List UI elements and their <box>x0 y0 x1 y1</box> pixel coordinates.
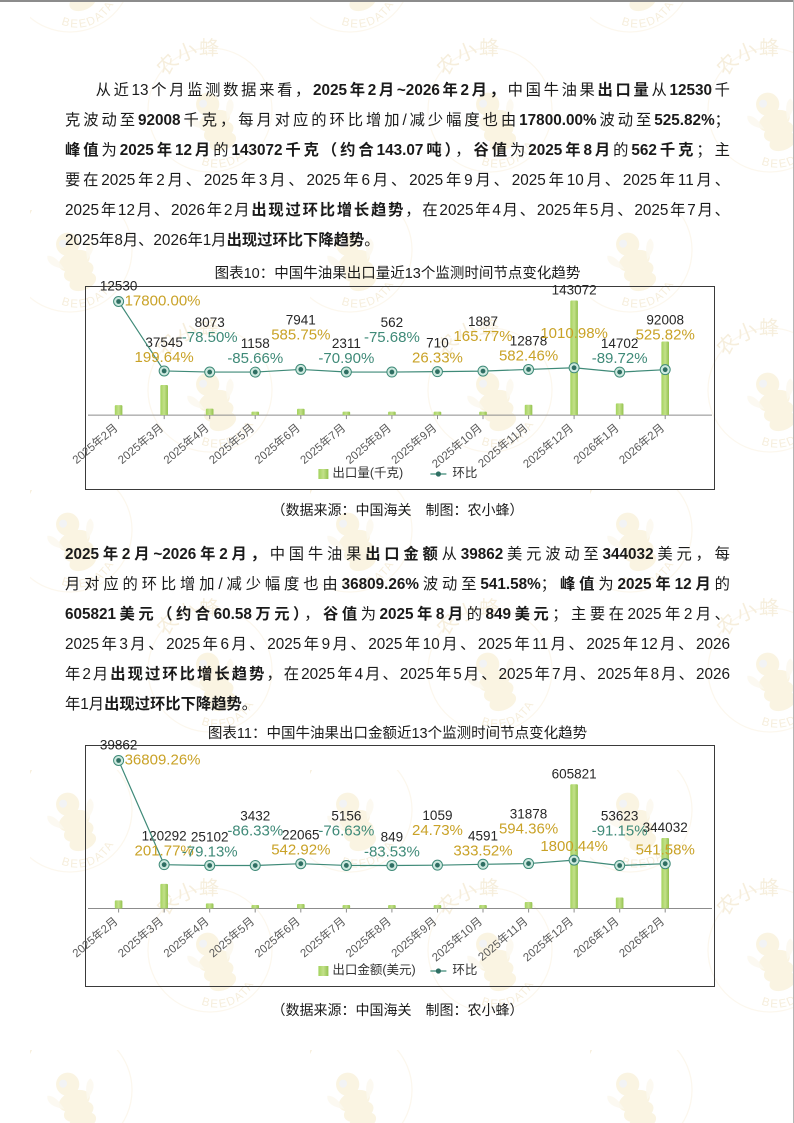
svg-text:39862: 39862 <box>100 738 138 753</box>
svg-text:92008: 92008 <box>646 312 684 327</box>
svg-text:2025年12月: 2025年12月 <box>520 914 576 964</box>
svg-text:22065: 22065 <box>282 828 320 843</box>
svg-text:31878: 31878 <box>510 807 548 822</box>
svg-text:2025年5月: 2025年5月 <box>206 914 257 960</box>
svg-text:17800.00%: 17800.00% <box>125 292 201 309</box>
svg-text:2025年8月: 2025年8月 <box>343 420 394 466</box>
svg-text:-76.63%: -76.63% <box>318 822 374 839</box>
svg-text:-83.53%: -83.53% <box>364 843 420 860</box>
svg-text:344032: 344032 <box>643 820 688 835</box>
svg-text:2025年5月: 2025年5月 <box>206 420 257 466</box>
svg-text:-89.72%: -89.72% <box>592 350 648 367</box>
svg-text:2026年1月: 2026年1月 <box>570 914 621 960</box>
svg-text:1059: 1059 <box>422 808 452 823</box>
svg-text:-70.90%: -70.90% <box>318 350 374 367</box>
svg-text:2025年4月: 2025年4月 <box>161 914 212 960</box>
svg-text:1158: 1158 <box>241 336 270 351</box>
svg-text:-79.13%: -79.13% <box>182 843 238 860</box>
svg-text:541.58%: 541.58% <box>636 842 695 859</box>
svg-text:2025年3月: 2025年3月 <box>115 914 166 960</box>
svg-text:-85.66%: -85.66% <box>227 350 283 367</box>
svg-text:2025年12月: 2025年12月 <box>520 420 576 470</box>
svg-text:8073: 8073 <box>195 315 225 330</box>
svg-text:5156: 5156 <box>331 808 361 823</box>
svg-text:2311: 2311 <box>332 336 361 351</box>
svg-text:26.33%: 26.33% <box>412 349 463 366</box>
svg-text:-78.50%: -78.50% <box>182 329 238 346</box>
svg-text:53623: 53623 <box>601 809 639 824</box>
svg-text:120292: 120292 <box>142 829 187 844</box>
svg-text:24.73%: 24.73% <box>412 822 463 839</box>
svg-text:2025年7月: 2025年7月 <box>297 420 348 466</box>
svg-text:-86.33%: -86.33% <box>227 822 283 839</box>
svg-text:-91.15%: -91.15% <box>592 823 648 840</box>
svg-text:2025年10月: 2025年10月 <box>429 914 485 964</box>
svg-text:2025年6月: 2025年6月 <box>252 914 303 960</box>
svg-text:4591: 4591 <box>468 828 498 843</box>
svg-text:2026年1月: 2026年1月 <box>570 420 621 466</box>
svg-text:594.36%: 594.36% <box>499 821 558 838</box>
svg-text:-75.68%: -75.68% <box>364 329 420 346</box>
svg-text:2026年2月: 2026年2月 <box>616 420 667 466</box>
svg-text:585.75%: 585.75% <box>271 326 330 343</box>
svg-text:2025年7月: 2025年7月 <box>297 914 348 960</box>
svg-text:582.46%: 582.46% <box>499 347 558 364</box>
svg-text:环比: 环比 <box>452 466 477 480</box>
svg-text:2026年2月: 2026年2月 <box>616 914 667 960</box>
svg-text:12530: 12530 <box>100 278 138 293</box>
svg-text:605821: 605821 <box>552 766 597 781</box>
svg-text:7941: 7941 <box>286 312 316 327</box>
svg-text:2025年10月: 2025年10月 <box>429 420 485 470</box>
svg-text:333.52%: 333.52% <box>453 842 512 859</box>
svg-text:165.77%: 165.77% <box>453 328 512 345</box>
svg-text:2025年6月: 2025年6月 <box>252 420 303 466</box>
svg-text:525.82%: 525.82% <box>636 326 695 343</box>
svg-text:1887: 1887 <box>468 314 498 329</box>
svg-text:2025年4月: 2025年4月 <box>161 420 212 466</box>
svg-text:出口金额(美元): 出口金额(美元) <box>332 962 415 977</box>
svg-text:2025年8月: 2025年8月 <box>343 914 394 960</box>
svg-text:37545: 37545 <box>145 334 183 349</box>
svg-text:1800.44%: 1800.44% <box>540 838 608 855</box>
svg-text:542.92%: 542.92% <box>271 842 330 859</box>
svg-text:1010.98%: 1010.98% <box>540 324 608 341</box>
svg-text:2025年3月: 2025年3月 <box>115 420 166 466</box>
svg-text:36809.26%: 36809.26% <box>125 752 201 769</box>
svg-text:849: 849 <box>381 829 404 844</box>
svg-text:199.64%: 199.64% <box>135 348 194 365</box>
svg-text:出口量(千克): 出口量(千克) <box>332 466 403 480</box>
svg-text:3432: 3432 <box>240 808 270 823</box>
svg-text:2025年2月: 2025年2月 <box>69 420 120 466</box>
svg-text:562: 562 <box>381 315 404 330</box>
svg-text:25102: 25102 <box>191 829 229 844</box>
svg-text:2025年2月: 2025年2月 <box>69 914 120 960</box>
svg-text:710: 710 <box>426 335 449 350</box>
svg-text:环比: 环比 <box>452 963 477 977</box>
svg-text:143072: 143072 <box>552 282 597 297</box>
